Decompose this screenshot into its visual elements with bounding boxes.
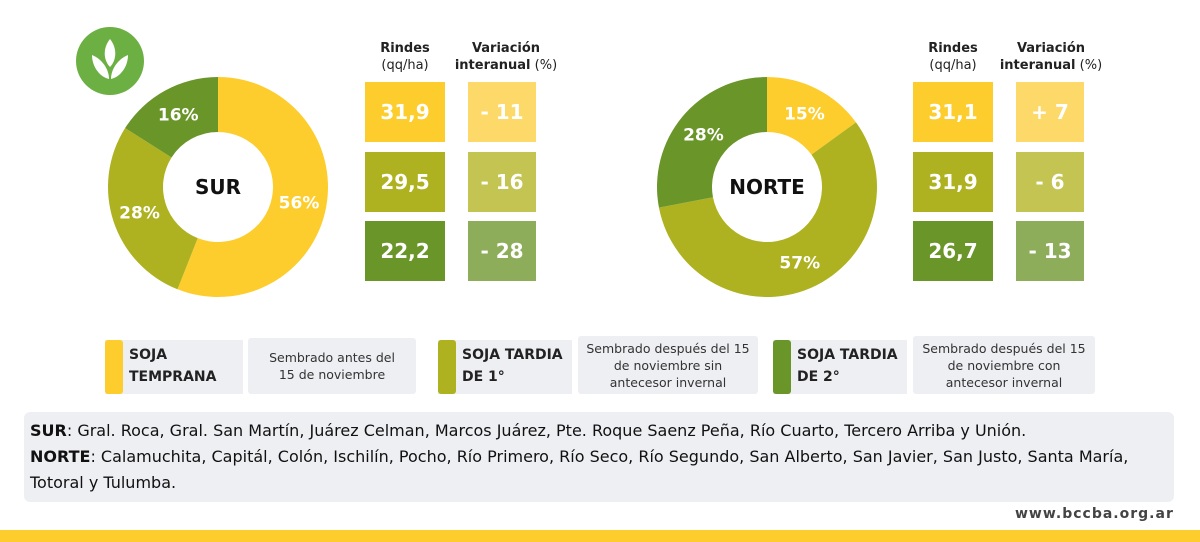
donut-slice-tardia2 xyxy=(125,77,218,158)
variacion-norte-tardia2: - 13 xyxy=(1016,221,1084,281)
donut-chart-sur: 56% 28% 16% xyxy=(108,77,328,297)
variacion-norte-temprana: + 7 xyxy=(1016,82,1084,142)
norte-label: NORTE xyxy=(30,447,91,466)
variacion-header-sur: Variación interanual (%) xyxy=(454,41,558,73)
legend-swatch-tardia2 xyxy=(773,340,791,394)
sur-departments: : Gral. Roca, Gral. San Martín, Juárez C… xyxy=(66,421,1027,440)
footer-bar xyxy=(0,530,1200,542)
donut-label-sur: SUR xyxy=(194,175,242,199)
footer-url[interactable]: www.bccba.org.ar xyxy=(1015,506,1174,522)
donut-slice-tardia1 xyxy=(108,128,198,290)
legend-title-tardia1: SOJA TARDIA DE 1° xyxy=(438,340,572,394)
rinde-sur-temprana: 31,9 xyxy=(365,82,445,142)
variacion-norte-tardia1: - 6 xyxy=(1016,152,1084,212)
donut-label-tardia2: 16% xyxy=(158,106,199,126)
donut-slice-tardia1 xyxy=(658,122,877,297)
donut-label-tardia1: 57% xyxy=(779,254,820,274)
rinde-sur-tardia1: 29,5 xyxy=(365,152,445,212)
legend-title-temprana: SOJA TEMPRANA xyxy=(105,340,243,394)
legend-title-tardia2: SOJA TARDIA DE 2° xyxy=(773,340,907,394)
donut-chart-norte: 15% 57% 28% xyxy=(657,77,877,297)
donut-label-tardia1: 28% xyxy=(119,203,160,223)
donut-label-temprana: 15% xyxy=(784,104,825,124)
sur-label: SUR xyxy=(30,421,67,440)
rinde-sur-tardia2: 22,2 xyxy=(365,221,445,281)
donut-slice-temprana xyxy=(177,77,328,297)
donut-slice-tardia2 xyxy=(657,77,767,208)
donut-label-temprana: 56% xyxy=(279,193,320,213)
norte-departments: : Calamuchita, Capitál, Colón, Ischilín,… xyxy=(30,447,1129,492)
variacion-header-norte: Variación interanual (%) xyxy=(999,41,1103,73)
rinde-norte-tardia1: 31,9 xyxy=(913,152,993,212)
rinde-norte-tardia2: 26,7 xyxy=(913,221,993,281)
donut-slice-temprana xyxy=(767,77,856,155)
donut-label-tardia2: 28% xyxy=(683,125,724,145)
legend-desc-temprana: Sembrado antes del 15 de noviembre xyxy=(248,338,416,394)
legend-swatch-tardia1 xyxy=(438,340,456,394)
rindes-header-sur: Rindes (qq/ha) xyxy=(380,41,430,73)
legend-desc-tardia2: Sembrado después del 15 de noviembre con… xyxy=(913,336,1095,394)
variacion-sur-tardia2: - 28 xyxy=(468,221,536,281)
logo-leaf-icon xyxy=(76,27,144,95)
regions-description: SUR: Gral. Roca, Gral. San Martín, Juáre… xyxy=(24,412,1174,502)
rindes-header-norte: Rindes (qq/ha) xyxy=(928,41,978,73)
legend-swatch-temprana xyxy=(105,340,123,394)
variacion-sur-temprana: - 11 xyxy=(468,82,536,142)
variacion-sur-tardia1: - 16 xyxy=(468,152,536,212)
rinde-norte-temprana: 31,1 xyxy=(913,82,993,142)
legend-desc-tardia1: Sembrado después del 15 de noviembre sin… xyxy=(578,336,758,394)
donut-label-norte: NORTE xyxy=(729,175,805,199)
